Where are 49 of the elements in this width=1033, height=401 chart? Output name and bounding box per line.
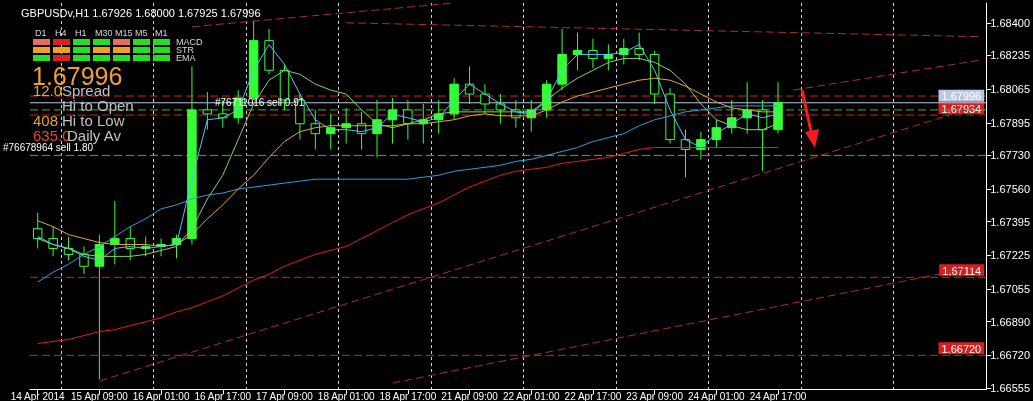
annotation: STR (176, 45, 194, 55)
y-tick-label: 1.67730 (990, 149, 1030, 162)
ref-line-label: 1.67996 (941, 90, 982, 103)
annotation: EMA (176, 53, 196, 63)
annotation: 408 (33, 112, 59, 129)
candlestick (32, 212, 43, 249)
y-tick-label: 1.66890 (990, 315, 1030, 328)
ref-line-label: 1.67934 (941, 102, 982, 115)
chart-title: GBPUSDv,H1 1.67926 1.68000 1.67925 1.67996 (21, 6, 261, 19)
x-tick-label: 21 Apr 09:00 (441, 390, 499, 401)
y-tick-label: 1.67055 (990, 283, 1030, 296)
x-tick-label: 24 Apr 17:00 (749, 390, 807, 401)
candlestick (495, 93, 506, 125)
annotation: M1 (155, 28, 168, 38)
candlestick (202, 91, 213, 131)
y-tick-label: 1.67895 (990, 116, 1030, 129)
annotation: H1 (75, 28, 87, 38)
x-tick-label: 17 Apr 09:00 (256, 390, 314, 401)
annotation: M5 (135, 28, 148, 38)
x-tick-label: 16 Apr 01:00 (132, 390, 190, 401)
y-tick-label: 1.66555 (990, 382, 1030, 395)
y-tick-label: 1.68400 (990, 16, 1030, 29)
annotation: MACD (176, 37, 203, 47)
candlestick (588, 38, 598, 69)
candlestick (634, 32, 644, 61)
y-tick-label: 1.68235 (990, 49, 1030, 62)
x-tick-label: 18 Apr 01:00 (317, 390, 375, 401)
x-tick-label: 16 Apr 17:00 (194, 390, 252, 401)
x-tick-label: 23 Apr 09:00 (626, 390, 684, 401)
candlestick (310, 109, 321, 150)
ref-line-label: 1.66720 (941, 342, 982, 355)
y-tick-label: 1.66720 (990, 349, 1030, 362)
x-tick-label: 22 Apr 01:00 (502, 390, 561, 401)
y-tick-label: 1.67225 (990, 249, 1030, 262)
x-tick-label: 22 Apr 17:00 (564, 390, 622, 401)
annotation: M30 (95, 28, 113, 38)
x-tick-label: 24 Apr 01:00 (687, 390, 746, 401)
y-tick-label: 1.68065 (990, 83, 1030, 96)
annotation: D1 (35, 28, 47, 38)
y-tick-label: 1.67560 (990, 183, 1030, 196)
ref-line-label: 1.67114 (942, 264, 982, 277)
x-tick-label: 18 Apr 17:00 (379, 390, 437, 401)
annotation: #76678964 sell 1.80 (3, 142, 94, 154)
y-tick-label: 1.67395 (990, 215, 1030, 228)
x-tick-label: 15 Apr 09:00 (71, 390, 129, 401)
annotation: M15 (115, 28, 133, 38)
x-tick-label: 14 Apr 2014 (10, 390, 66, 401)
annotation: Daily Av (67, 127, 121, 144)
annotation: H4 (55, 28, 67, 38)
